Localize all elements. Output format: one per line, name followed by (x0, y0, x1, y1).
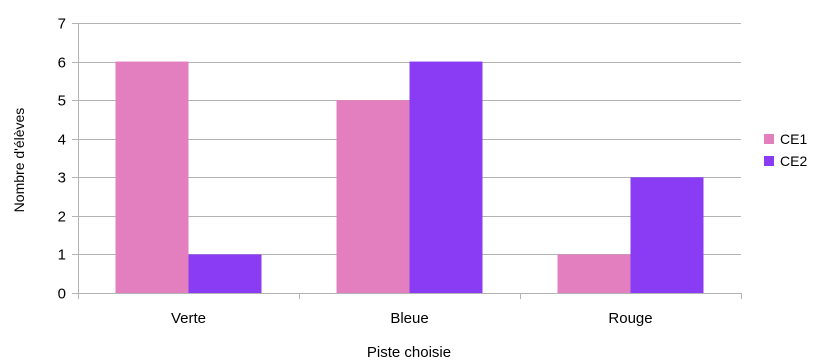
x-tick-label-rouge: Rouge (608, 310, 652, 327)
y-tick-label-2: 2 (58, 209, 66, 226)
legend: CE1 CE2 (764, 128, 807, 172)
y-tick-label-6: 6 (58, 55, 66, 72)
y-tick-label-4: 4 (58, 132, 66, 149)
legend-swatch-ce1 (764, 134, 774, 144)
bar-ce2-verte (188, 254, 262, 293)
y-tick-label-0: 0 (58, 286, 66, 303)
y-tick-labels: 0 1 2 3 4 5 6 7 (58, 16, 66, 303)
y-tick-label-5: 5 (58, 93, 66, 110)
legend-label-ce2: CE2 (780, 153, 808, 169)
legend-swatch-ce2 (764, 156, 774, 166)
bar-ce1-verte (115, 61, 189, 294)
axes (78, 23, 742, 299)
x-tick-label-bleue: Bleue (390, 310, 428, 327)
x-tick-label-verte: Verte (171, 310, 206, 327)
bar-ce2-rouge (630, 177, 704, 293)
legend-item-ce1: CE1 (764, 128, 807, 150)
legend-label-ce1: CE1 (780, 131, 808, 147)
bars (115, 61, 704, 294)
bar-ce2-bleue (409, 61, 483, 294)
legend-item-ce2: CE2 (764, 150, 807, 172)
x-axis-title: Piste choisie (367, 344, 451, 361)
bar-ce1-rouge (557, 254, 631, 293)
bar-ce1-bleue (336, 100, 410, 294)
y-tick-label-3: 3 (58, 170, 66, 187)
x-tick-labels: Verte Bleue Rouge (171, 310, 653, 327)
y-tick-label-7: 7 (58, 16, 66, 33)
y-axis-title: Nombre d'élèves (11, 108, 27, 213)
y-tick-label-1: 1 (58, 247, 66, 264)
